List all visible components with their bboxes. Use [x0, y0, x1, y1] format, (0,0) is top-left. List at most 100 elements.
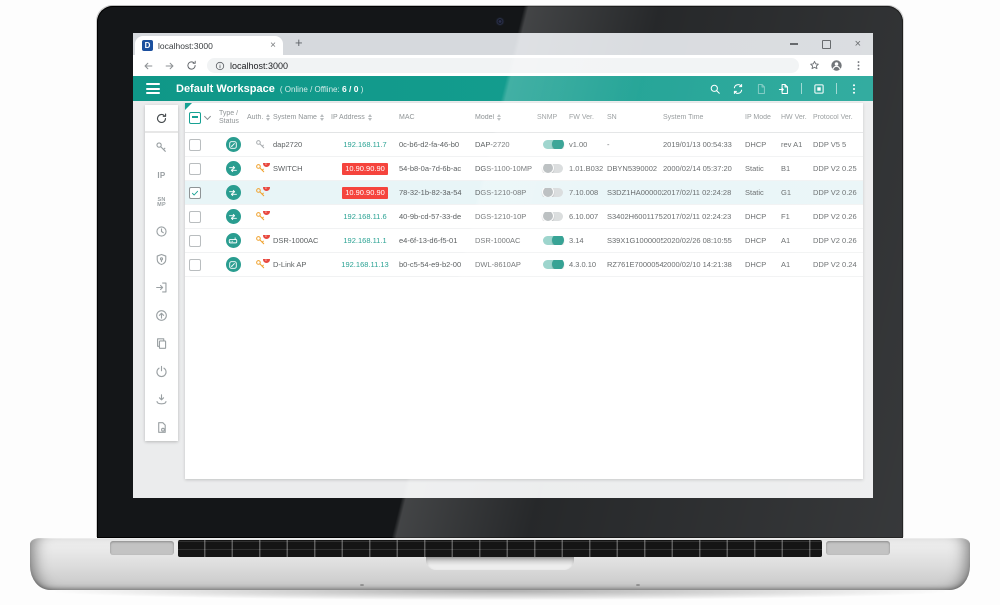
cell-hw-version: A1: [781, 260, 791, 269]
close-button[interactable]: ×: [854, 37, 861, 50]
back-icon[interactable]: [142, 60, 154, 72]
device-row[interactable]: dap2720 192.168.11.7 0c-b6-d2-fa-46-b0 DAP-…: [185, 133, 863, 157]
info-icon[interactable]: [215, 61, 225, 71]
cell-mac: b0-c5-54-e9-b2-00: [399, 260, 462, 269]
key-warning-icon[interactable]: !: [255, 259, 270, 270]
column-header-system-name[interactable]: System Name: [273, 114, 331, 122]
cell-fw-version: 7.10.008: [569, 188, 599, 197]
hamburger-menu-icon[interactable]: [146, 83, 160, 94]
sort-icon[interactable]: [367, 114, 372, 121]
device-row[interactable]: ! SWITCH 10.90.90.90 54-b8-0a-7d-6b-ac DGS-1…: [185, 157, 863, 181]
select-all-checkbox[interactable]: [189, 111, 201, 124]
cell-model: DAP-2720: [475, 140, 510, 149]
cell-serial-number: DBYN5390002: [607, 164, 658, 173]
minimize-button[interactable]: [789, 43, 798, 45]
column-header-ip-address[interactable]: IP Address: [331, 114, 399, 122]
device-row[interactable]: ! 10.90.90.90 78-32-1b-82-3a-54 DGS-1210-08…: [185, 181, 863, 205]
row-checkbox[interactable]: [189, 210, 201, 223]
reload-icon[interactable]: [186, 60, 197, 71]
firmware-icon[interactable]: [813, 83, 825, 95]
snmp-toggle[interactable]: [543, 236, 564, 245]
cell-auth: !: [247, 259, 273, 270]
cell-model: DWL-8610AP: [475, 260, 521, 269]
cell-ip-mode: Static: [745, 188, 764, 197]
sidebar-item-time-settings[interactable]: [145, 217, 178, 245]
sidebar-item-copy-config[interactable]: [145, 329, 178, 357]
access-point-icon[interactable]: [225, 257, 241, 272]
snmp-toggle[interactable]: [543, 260, 564, 269]
sidebar-item-log-file[interactable]: [145, 413, 178, 441]
lid-notch: [426, 557, 574, 570]
cell-model: DGS-1100-10MP: [475, 164, 532, 173]
row-checkbox[interactable]: [189, 162, 201, 175]
cell-serial-number: -: [607, 140, 610, 149]
browser-menu-icon[interactable]: [853, 60, 864, 71]
sidebar-item-security-shield[interactable]: [145, 245, 178, 273]
cell-system-time: 2019/01/13 00:54:33: [663, 140, 732, 149]
row-checkbox[interactable]: [189, 258, 201, 271]
sidebar-item-credentials-key[interactable]: [145, 133, 178, 161]
tab-close-icon[interactable]: ×: [270, 39, 276, 51]
switch-icon[interactable]: [225, 209, 241, 224]
key-warning-icon[interactable]: !: [255, 187, 270, 198]
speaker-grille-right: [826, 541, 890, 555]
device-row[interactable]: ! 192.168.11.6 40-9b-cd-57-33-de DGS-1210-1…: [185, 205, 863, 229]
snmp-toggle[interactable]: [543, 140, 564, 149]
sort-icon[interactable]: [497, 114, 502, 121]
snmp-toggle[interactable]: [542, 188, 563, 197]
profile-avatar-icon[interactable]: [830, 59, 843, 72]
sidebar-item-snmp-settings[interactable]: SN MP: [157, 196, 166, 208]
sidebar-item-ip-settings[interactable]: IP: [157, 170, 166, 180]
address-bar[interactable]: localhost:3000: [207, 58, 799, 73]
alert-badge: !: [262, 235, 270, 239]
column-header-ip-mode: IP Mode: [745, 113, 771, 121]
maximize-button[interactable]: [821, 39, 831, 49]
key-icon[interactable]: [255, 139, 266, 150]
column-header-mac: MAC: [399, 113, 415, 121]
cell-protocol-version: DDP V2 0.26: [813, 212, 857, 221]
cell-hw-version: A1: [781, 236, 791, 245]
sidebar-item-import[interactable]: [145, 273, 178, 301]
row-checkbox[interactable]: [189, 186, 201, 199]
column-header-auth[interactable]: Auth.: [247, 114, 273, 122]
workspace-title: Default Workspace: [176, 82, 275, 95]
device-row[interactable]: ! DSR-1000AC 192.168.11.1 e4-6f-13-d6-f5-01…: [185, 229, 863, 253]
cell-hw-version: rev A1: [781, 140, 803, 149]
switch-icon[interactable]: [225, 161, 241, 176]
row-checkbox[interactable]: [189, 138, 201, 151]
snmp-toggle[interactable]: [542, 164, 563, 173]
row-checkbox[interactable]: [189, 234, 201, 247]
sidebar-item-backup-restore[interactable]: [145, 385, 178, 413]
switch-icon[interactable]: [225, 185, 241, 200]
device-row[interactable]: ! D-Link AP 192.168.11.13 b0-c5-54-e9-b2-00…: [185, 253, 863, 277]
key-warning-icon[interactable]: !: [255, 163, 270, 174]
column-header-model[interactable]: Model: [475, 114, 537, 122]
sidebar-item-refresh[interactable]: [145, 105, 178, 133]
sort-icon[interactable]: [266, 114, 271, 121]
report-icon[interactable]: [755, 83, 767, 95]
sort-icon[interactable]: [319, 114, 324, 121]
cell-snmp: [537, 140, 569, 149]
new-tab-button[interactable]: +: [295, 35, 303, 50]
ip-value: 192.168.11.13: [341, 260, 389, 269]
browser-tab[interactable]: D localhost:3000 ×: [135, 36, 283, 55]
router-icon[interactable]: [225, 233, 241, 248]
cell-mac: 0c-b6-d2-fa-46-b0: [399, 140, 460, 149]
forward-icon[interactable]: [164, 60, 176, 72]
select-dropdown-chevron-icon[interactable]: [203, 112, 212, 121]
bookmark-star-icon[interactable]: [809, 60, 820, 71]
key-warning-icon[interactable]: !: [255, 235, 270, 246]
cell-fw-version: 3.14: [569, 236, 584, 245]
sidebar-item-power[interactable]: [145, 357, 178, 385]
cell-system-name: SWITCH: [273, 164, 303, 173]
more-vertical-icon[interactable]: [848, 83, 860, 95]
cell-type-status: [219, 233, 247, 248]
sidebar-item-firmware-upload[interactable]: [145, 301, 178, 329]
webcam-dot: [497, 19, 503, 24]
export-icon[interactable]: [778, 83, 790, 95]
key-warning-icon[interactable]: !: [255, 211, 270, 222]
search-icon[interactable]: [709, 83, 721, 95]
access-point-icon[interactable]: [225, 137, 241, 152]
sync-icon[interactable]: [732, 83, 744, 95]
snmp-toggle[interactable]: [542, 212, 563, 221]
